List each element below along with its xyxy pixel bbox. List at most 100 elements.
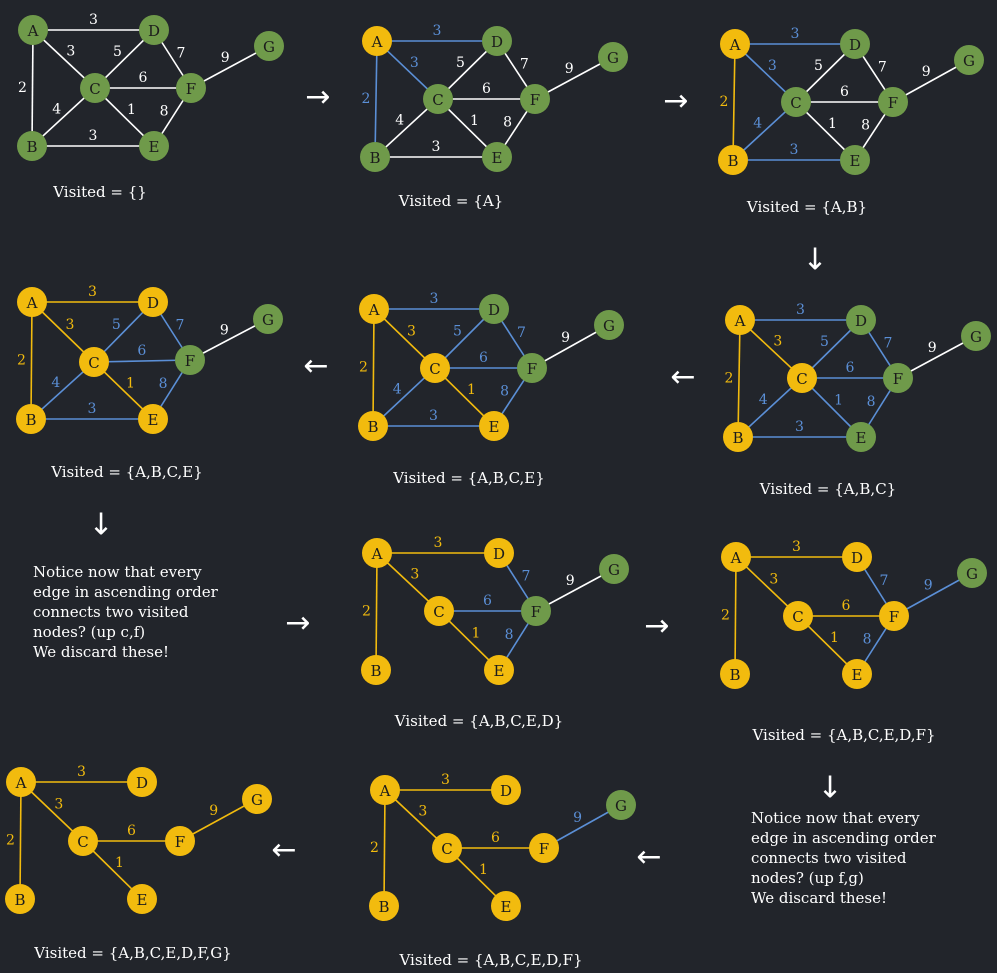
visited-caption: Visited = {A,B,C,E,D,F,G} (33, 944, 231, 962)
node-circle (484, 538, 514, 568)
edge-weight-fe: 8 (863, 632, 872, 648)
node-label: B (732, 429, 743, 447)
edge-weight-df: 7 (175, 318, 184, 334)
node-b: B (718, 145, 748, 175)
node-label: G (966, 565, 978, 583)
node-label: D (488, 301, 500, 319)
node-g: G (957, 558, 987, 588)
edge-weight-ab: 2 (721, 607, 730, 623)
node-label: F (185, 352, 195, 370)
edge-weight-fe: 8 (505, 627, 514, 643)
edge-weight-ac: 3 (768, 58, 777, 74)
edge-weight-df: 7 (176, 46, 185, 62)
graph-panel-6: 3 3 2 5 7 6 4 1 8 9 3 A B C D E F G Visited = {A,B,C,E} (16, 284, 283, 481)
edge-weight-df: 7 (517, 325, 526, 341)
node-c: C (420, 353, 450, 383)
edge-weight-cb: 4 (52, 102, 61, 118)
edge-weight-ad: 3 (792, 539, 801, 555)
node-f: F (165, 826, 195, 856)
node-label: G (608, 561, 620, 579)
node-f: F (175, 345, 205, 375)
node-g: G (598, 42, 628, 72)
node-circle (840, 145, 870, 175)
node-c: C (424, 596, 454, 626)
node-circle (254, 31, 284, 61)
edge-weight-cb: 4 (395, 113, 404, 129)
node-label: F (527, 360, 537, 378)
edge-weight-cb: 4 (393, 382, 402, 398)
node-label: G (603, 317, 615, 335)
node-circle (957, 558, 987, 588)
node-circle (127, 767, 157, 797)
node-e: E (138, 404, 168, 434)
node-label: D (500, 782, 512, 800)
node-circle (5, 884, 35, 914)
edge-weight-ce: 1 (479, 862, 488, 878)
node-e: E (842, 659, 872, 689)
edge-weight-fg: 9 (573, 810, 582, 826)
node-circle (783, 601, 813, 631)
node-label: C (433, 603, 444, 621)
edge-weight-cb: 4 (759, 392, 768, 408)
node-c: C (787, 363, 817, 393)
edge-weight-be: 3 (88, 401, 97, 417)
node-circle (883, 363, 913, 393)
node-label: F (530, 91, 540, 109)
node-d: D (138, 287, 168, 317)
flow-arrow-icon: ← (636, 840, 661, 875)
edge-weight-fg: 9 (220, 323, 229, 339)
node-label: G (607, 49, 619, 67)
node-label: D (491, 33, 503, 51)
flow-arrow-icon: ← (670, 360, 695, 395)
node-label: D (851, 549, 863, 567)
node-f: F (520, 84, 550, 114)
node-b: B (369, 891, 399, 921)
node-circle (594, 310, 624, 340)
edge-weight-ad: 3 (434, 535, 443, 551)
node-label: B (14, 891, 25, 909)
flow-arrow-icon: → (305, 80, 330, 115)
visited-caption: Visited = {A,B,C,E} (50, 463, 203, 481)
edge-weight-ad: 3 (430, 291, 439, 307)
node-circle (879, 601, 909, 631)
visited-caption: Visited = {A} (398, 192, 503, 210)
edge-weight-ac: 3 (769, 571, 778, 587)
node-a: A (17, 287, 47, 317)
edge-weight-dc: 5 (453, 323, 462, 339)
edge-weight-ce: 1 (830, 630, 839, 646)
node-circle (781, 87, 811, 117)
node-label: E (137, 891, 148, 909)
node-label: G (251, 791, 263, 809)
node-circle (16, 404, 46, 434)
node-circle (242, 784, 272, 814)
node-f: F (883, 363, 913, 393)
edge-weight-ab: 2 (6, 832, 15, 848)
node-d: D (842, 542, 872, 572)
node-b: B (16, 404, 46, 434)
node-circle (520, 84, 550, 114)
edge-weight-cf: 6 (840, 84, 849, 100)
edge-weight-ab: 2 (18, 80, 27, 96)
node-e: E (139, 131, 169, 161)
node-label: C (429, 360, 440, 378)
flow-arrow-icon: → (285, 606, 310, 641)
edge-weight-cf: 6 (482, 81, 491, 97)
node-circle (718, 145, 748, 175)
node-d: D (846, 305, 876, 335)
edge-weight-ac: 3 (418, 804, 427, 820)
note-line: Notice now that every (751, 809, 920, 827)
edge-weight-fg: 9 (566, 573, 575, 589)
node-e: E (846, 422, 876, 452)
edge-weight-fg: 9 (209, 803, 218, 819)
flow-arrow-icon: ← (303, 349, 328, 384)
visited-caption: Visited = {A,B,C,E} (392, 469, 545, 487)
edge-ab (732, 43, 736, 161)
node-g: G (954, 45, 984, 75)
edge-weight-ac: 3 (65, 317, 74, 333)
node-circle (599, 554, 629, 584)
node-circle (18, 15, 48, 45)
node-label: B (26, 138, 37, 156)
node-g: G (253, 304, 283, 334)
node-label: D (147, 294, 159, 312)
